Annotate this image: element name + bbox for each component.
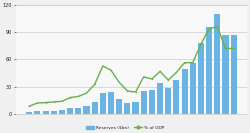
Bar <box>59 110 65 114</box>
Bar <box>116 99 122 114</box>
Bar <box>84 106 89 114</box>
Bar <box>75 108 81 114</box>
Bar <box>206 27 212 114</box>
Bar <box>26 112 32 114</box>
Bar <box>214 14 220 114</box>
Bar <box>92 102 98 114</box>
Bar <box>124 103 130 114</box>
Bar <box>190 63 196 114</box>
Bar <box>173 80 180 114</box>
Bar <box>222 35 228 114</box>
Bar <box>108 92 114 114</box>
Bar <box>140 91 147 114</box>
Bar <box>182 69 188 114</box>
Bar <box>149 90 155 114</box>
Bar <box>67 108 73 114</box>
Bar <box>165 88 171 114</box>
Bar <box>34 111 40 114</box>
Bar <box>157 83 163 114</box>
Bar <box>100 93 106 114</box>
Bar <box>51 111 57 114</box>
Bar <box>132 102 138 114</box>
Bar <box>230 35 237 114</box>
Bar <box>198 43 204 114</box>
Bar <box>42 111 49 114</box>
Legend: Reserves ($bn), % of GDP: Reserves ($bn), % of GDP <box>85 125 165 131</box>
